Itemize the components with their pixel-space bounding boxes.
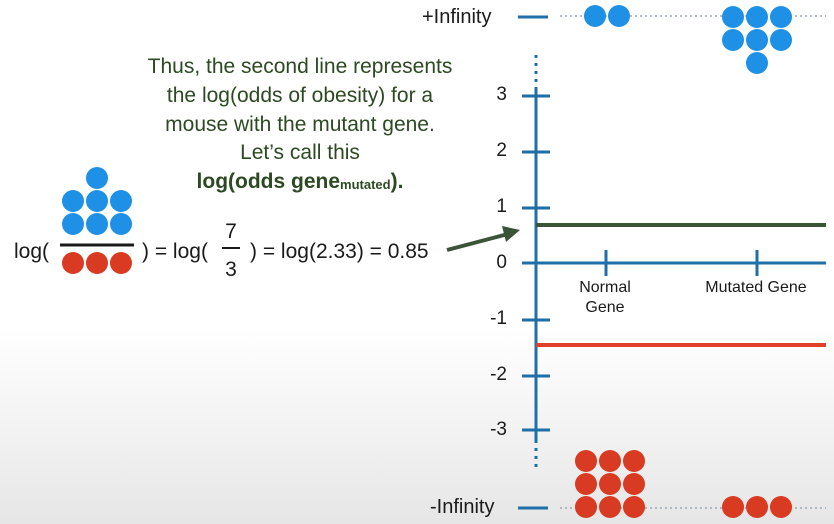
red-dot [599, 473, 621, 495]
blue-dot [722, 6, 744, 28]
equation-numerator: 7 [225, 220, 237, 243]
blue-dot [584, 5, 606, 27]
fraction-red-dots [62, 252, 132, 274]
explanation-line-2: the log(odds of obesity) for a [166, 83, 434, 107]
minus-infinity-label: -Infinity [430, 496, 495, 518]
blue-dot [746, 52, 768, 74]
fraction-blue-dots [62, 167, 132, 235]
explanation-line-1: Thus, the second line represents [147, 55, 453, 78]
term-end: ). [390, 170, 404, 194]
blue-dot [86, 213, 108, 235]
blue-dot [770, 29, 792, 51]
red-dot [110, 252, 132, 274]
normal-gene-obese-dots [584, 5, 630, 27]
blue-dot [86, 190, 108, 212]
blue-dot [62, 190, 84, 212]
blue-dot [110, 213, 132, 235]
blue-dot [722, 29, 744, 51]
tick-label-neg3: -3 [490, 419, 507, 440]
blue-dot [608, 5, 630, 27]
normal-gene-not-obese-dots [575, 450, 645, 518]
explanation-term: log(odds genemutated). [100, 168, 500, 200]
explanation-line-3: mouse with the mutant gene. [165, 112, 435, 136]
arrow-head [502, 226, 520, 242]
red-dot [746, 496, 768, 518]
tick-label-1: 1 [496, 196, 507, 217]
normal-gene-label: Normal Gene [565, 278, 645, 318]
blue-dot [770, 6, 792, 28]
tick-label-2: 2 [496, 140, 507, 161]
red-dot [575, 450, 597, 472]
red-dot [575, 496, 597, 518]
mutated-gene-obese-dots [722, 6, 792, 74]
equation-middle: ) = log( [142, 240, 208, 263]
term-main: log(odds gene [196, 170, 341, 194]
tick-label-neg1: -1 [490, 308, 507, 329]
red-dot [599, 496, 621, 518]
blue-dot [86, 167, 108, 189]
mutated-gene-label: Mutated Gene [705, 279, 807, 296]
arrow-shaft [446, 232, 509, 252]
red-dot [623, 496, 645, 518]
plus-infinity-label: +Infinity [422, 6, 492, 28]
equation-tail: ) = log(2.33) = 0.85 [250, 240, 429, 263]
red-dot [770, 496, 792, 518]
explanation-line-4: Let’s call this [240, 141, 360, 165]
red-dot [623, 450, 645, 472]
red-dot [623, 473, 645, 495]
blue-dot [746, 6, 768, 28]
equation-log-open: log( [14, 240, 50, 263]
blue-dot [746, 29, 768, 51]
mutated-gene-not-obese-dots [722, 496, 792, 518]
equation-denominator: 3 [225, 258, 237, 281]
normal-gene-label-line2: Gene [585, 299, 625, 316]
red-dot [86, 252, 108, 274]
red-dot [722, 496, 744, 518]
blue-dot [110, 190, 132, 212]
red-dot [575, 473, 597, 495]
red-dot [62, 252, 84, 274]
term-subscript: mutated [340, 177, 391, 193]
tick-label-3: 3 [496, 84, 507, 105]
explanation-text: Thus, the second line represents the log… [100, 53, 500, 200]
tick-label-neg2: -2 [490, 364, 507, 385]
blue-dot [62, 213, 84, 235]
tick-label-0: 0 [496, 252, 507, 273]
normal-gene-label-line1: Normal [579, 279, 631, 296]
red-dot [599, 450, 621, 472]
